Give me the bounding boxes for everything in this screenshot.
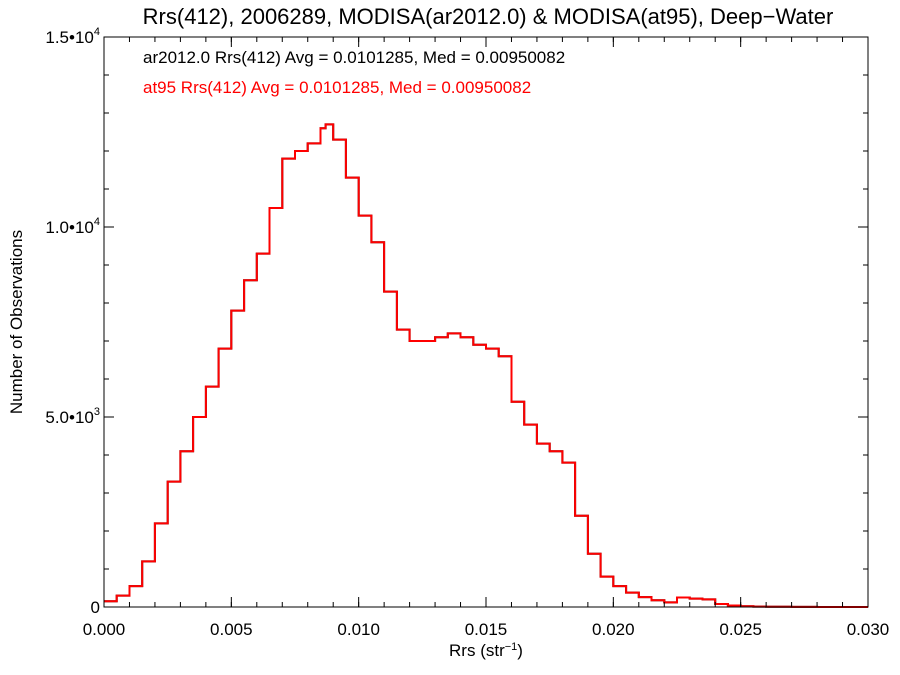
y-tick-label: 1.0•104 — [45, 216, 100, 237]
x-axis-label: Rrs (str−1) — [449, 641, 523, 660]
annotation-at95: at95 Rrs(412) Avg = 0.0101285, Med = 0.0… — [143, 78, 531, 97]
tick-layer: 0.000 0.005 0.010 0.015 0.020 0.025 0.030 0 5.0•… — [45, 26, 889, 639]
x-axis-label-main: Rrs (str — [449, 641, 505, 660]
chart-title: Rrs(412), 2006289, MODISA(ar2012.0) & MO… — [143, 4, 834, 29]
x-tick-label: 0.000 — [83, 620, 126, 639]
plot-frame — [103, 36, 869, 608]
x-tick-label: 0.015 — [465, 620, 508, 639]
x-tick-label: 0.010 — [337, 620, 380, 639]
series-line-1 — [104, 123, 868, 608]
series-layer — [104, 123, 868, 608]
y-tick-label: 0 — [91, 598, 100, 617]
x-tick-label: 0.020 — [592, 620, 635, 639]
x-tick-label: 0.030 — [847, 620, 890, 639]
x-axis-label-end: ) — [517, 641, 523, 660]
x-tick-label: 0.005 — [210, 620, 253, 639]
x-axis-label-sup: −1 — [505, 641, 518, 653]
x-tick-label: 0.025 — [719, 620, 762, 639]
y-tick-label: 5.0•103 — [45, 406, 100, 427]
y-axis-label: Number of Observations — [7, 230, 26, 414]
y-tick-label: 1.5•104 — [45, 26, 100, 47]
annotation-ar2012: ar2012.0 Rrs(412) Avg = 0.0101285, Med =… — [143, 48, 565, 67]
